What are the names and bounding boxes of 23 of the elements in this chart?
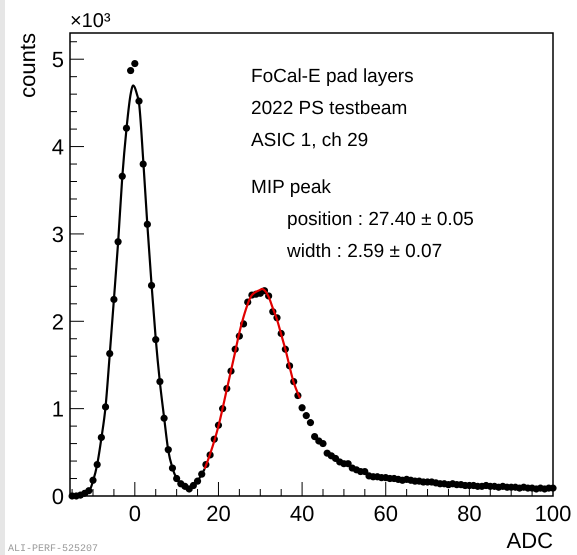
y-tick-label: 4 (52, 134, 64, 160)
line-series (204, 288, 302, 470)
x-tick-label: 60 (373, 501, 398, 526)
annotation: position : 27.40 ± 0.05 (287, 209, 474, 230)
y-tick-label: 5 (52, 47, 64, 72)
annotation: FoCal-E pad layers (251, 66, 414, 87)
x-tick-label: 80 (457, 501, 482, 526)
y-tick-label: 1 (52, 396, 64, 422)
annotation: 2022 PS testbeam (251, 98, 408, 119)
text: ×10³ (70, 10, 111, 32)
y-tick-label: 3 (52, 222, 64, 247)
x-tick-label: 0 (128, 501, 141, 526)
x-axis-title: ADC (506, 528, 554, 553)
x-tick-label: 20 (206, 501, 231, 526)
x-tick-label: 40 (290, 501, 314, 526)
annotation: width : 2.59 ± 0.07 (286, 241, 442, 262)
x-tick-label: 100 (534, 501, 572, 526)
y-axis-title: counts (15, 33, 40, 98)
y-tick-label: 2 (52, 309, 64, 334)
text: ALI-PERF-525207 (8, 544, 98, 555)
y-tick-label: 0 (52, 484, 64, 509)
annotation: MIP peak (251, 177, 332, 198)
annotation: ASIC 1, ch 29 (251, 130, 368, 151)
